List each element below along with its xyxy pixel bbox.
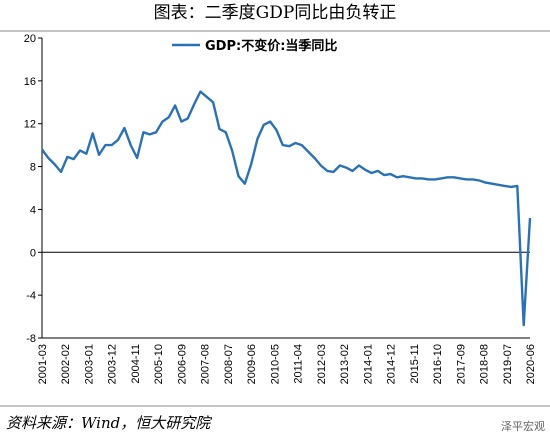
y-tick-label: 0 [30, 247, 36, 259]
x-tick-label: 2007-08 [200, 344, 212, 384]
source: 资料来源：Wind，恒大研究院 [6, 414, 212, 432]
y-tick-label: 12 [24, 119, 36, 131]
y-tick-label: 4 [30, 204, 36, 216]
x-tick-label: 2009-06 [246, 344, 258, 384]
x-tick-label: 2001-03 [37, 344, 49, 384]
x-tick-label: 2004-11 [130, 344, 142, 384]
x-tick-label: 2008-07 [223, 344, 235, 384]
x-tick-label: 2014-01 [362, 344, 374, 384]
x-tick-label: 2013-02 [339, 344, 351, 384]
x-tick-label: 2018-08 [479, 344, 491, 384]
y-tick-label: 16 [24, 76, 36, 88]
x-tick-label: 2005-10 [153, 344, 165, 384]
y-tick-label: 20 [24, 33, 36, 45]
x-tick-label: 2014-12 [386, 344, 398, 384]
x-tick-label: 2016-10 [432, 344, 444, 384]
x-tick-label: 2002-02 [60, 344, 72, 384]
watermark: 泽平宏观 [501, 419, 545, 433]
y-tick-label: -4 [26, 290, 36, 302]
y-tick-label: 8 [30, 162, 36, 174]
x-tick-label: 2017-09 [455, 344, 467, 384]
x-tick-label: 2003-12 [107, 344, 119, 384]
x-tick-label: 2003-01 [83, 344, 95, 384]
x-tick-label: 2012-03 [316, 344, 328, 384]
x-tick-label: 2019-07 [502, 344, 514, 384]
x-tick-label: 2015-11 [409, 344, 421, 384]
x-tick-label: 2020-06 [525, 344, 537, 384]
x-tick-label: 2010-05 [269, 344, 281, 384]
x-tick-label: 2006-09 [176, 344, 188, 384]
x-tick-label: 2011-04 [293, 344, 305, 384]
chart-title: 图表：二季度GDP同比由负转正 [154, 3, 397, 23]
legend-label: GDP:不变价:当季同比 [205, 38, 337, 54]
y-tick-label: -8 [26, 333, 36, 345]
line [41, 90, 532, 327]
